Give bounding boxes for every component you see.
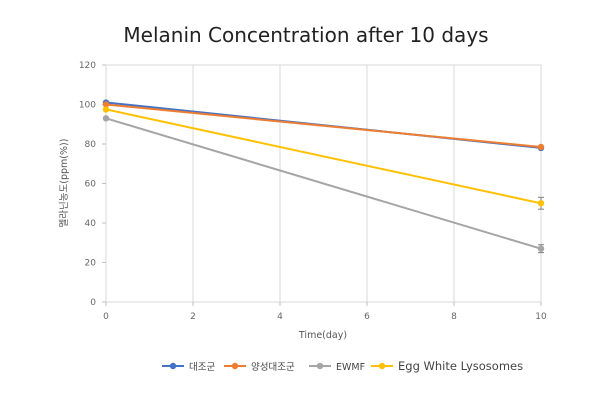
- legend-label: 양성대조군: [251, 362, 295, 373]
- data-point: [102, 106, 110, 113]
- legend-label: EWMF: [336, 362, 365, 373]
- x-tick-label: 2: [190, 312, 196, 322]
- legend-swatch-marker: [378, 362, 386, 370]
- x-tick-label: 0: [103, 312, 109, 322]
- y-tick-label: 120: [79, 61, 96, 71]
- x-tick-label: 4: [277, 312, 283, 322]
- data-point: [537, 200, 545, 207]
- y-tick-label: 80: [85, 140, 97, 150]
- y-tick-label: 0: [90, 298, 96, 308]
- y-axis-title: 멜라닌농도(ppm(%)): [58, 139, 70, 228]
- series-line: [105, 108, 542, 205]
- y-tick-label: 40: [85, 219, 97, 229]
- data-point: [537, 143, 545, 151]
- legend-swatch-marker: [316, 362, 324, 370]
- legend-label: 대조군: [189, 362, 215, 373]
- x-tick-label: 6: [364, 312, 370, 322]
- legend-swatch-marker: [231, 362, 239, 370]
- data-point: [102, 115, 110, 122]
- data-point: [537, 245, 545, 252]
- legend-swatch-marker: [169, 362, 177, 370]
- data-point: [102, 101, 110, 108]
- x-tick-label: 8: [451, 312, 457, 322]
- legend: 대조군 양성대조군 EWMF Egg White Lysosomes: [162, 359, 523, 373]
- legend-label: Egg White Lysosomes: [398, 359, 523, 373]
- y-tick-label: 60: [85, 180, 97, 190]
- chart-title: Melanin Concentration after 10 days: [123, 23, 488, 47]
- x-tick-label: 10: [535, 312, 547, 322]
- y-tick-label: 20: [85, 259, 97, 269]
- series-line: [105, 117, 542, 250]
- x-axis-title: Time(day): [298, 330, 347, 341]
- series-line: [105, 103, 542, 148]
- y-tick-label: 100: [79, 101, 96, 111]
